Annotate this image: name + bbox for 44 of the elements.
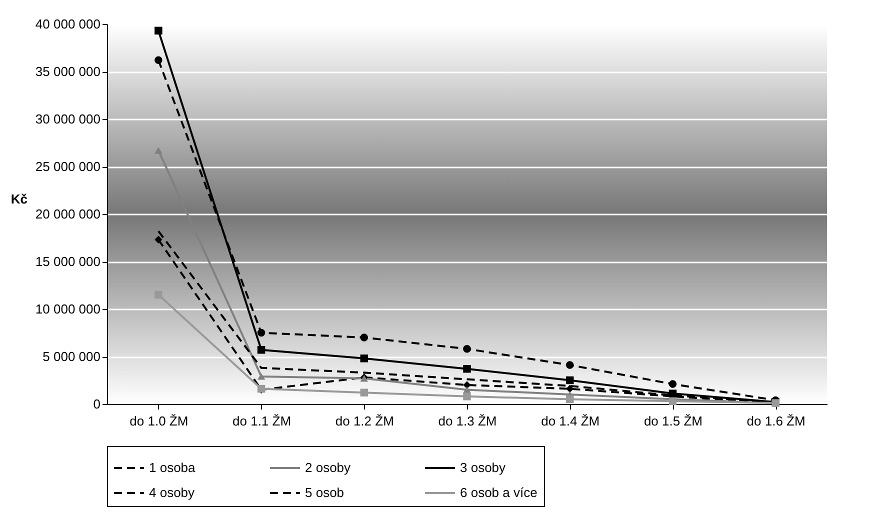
y-tick-label: 25 000 000 (35, 159, 100, 174)
point (154, 290, 162, 299)
point (668, 390, 677, 398)
point (566, 376, 574, 384)
y-tick-label: 20 000 000 (35, 206, 100, 222)
y-axis-title: Kč (10, 192, 28, 206)
point (463, 364, 471, 373)
y-tick-label: 40 000 000 (35, 16, 100, 32)
x-tick-label: do 1.6 ŽM (746, 414, 806, 428)
legend-label: 6 osob a více (460, 485, 538, 500)
point (668, 397, 677, 406)
x-tick-label: do 1.4 ŽM (541, 414, 600, 428)
legend-label: 5 osob (305, 485, 344, 500)
y-tick-label: 35 000 000 (35, 64, 100, 79)
y-tick-label: 30 000 000 (35, 112, 100, 126)
legend-label: 2 osoby (305, 460, 352, 475)
point (360, 354, 368, 362)
x-tick-label: do 1.5 ŽM (644, 414, 702, 428)
point (154, 26, 162, 35)
y-tick-label: 0 (93, 396, 100, 412)
point (257, 328, 266, 337)
point (360, 388, 368, 396)
legend-label: 3 osoby (460, 460, 506, 475)
y-tick-label: 10 000 000 (35, 302, 100, 316)
point (154, 146, 162, 154)
point (566, 395, 574, 404)
point (463, 345, 471, 353)
point (257, 346, 266, 354)
legend-label: 4 osoby (149, 485, 196, 500)
x-tick-label: do 1.1 ŽM (232, 414, 292, 428)
point (154, 236, 162, 244)
y-tick-label: 15 000 000 (35, 254, 100, 269)
point (566, 384, 574, 393)
x-tick-label: do 1.2 ŽM (335, 414, 394, 428)
point (154, 56, 162, 64)
point (668, 380, 677, 388)
legend-label: 1 osoba (149, 460, 196, 475)
point (566, 361, 574, 369)
x-tick-label: do 1.0 ŽM (130, 414, 188, 428)
point (360, 334, 368, 342)
y-tick-label: 5 000 000 (42, 349, 100, 364)
x-tick-label: do 1.3 ŽM (438, 414, 497, 428)
point (463, 392, 471, 400)
point (257, 373, 266, 380)
